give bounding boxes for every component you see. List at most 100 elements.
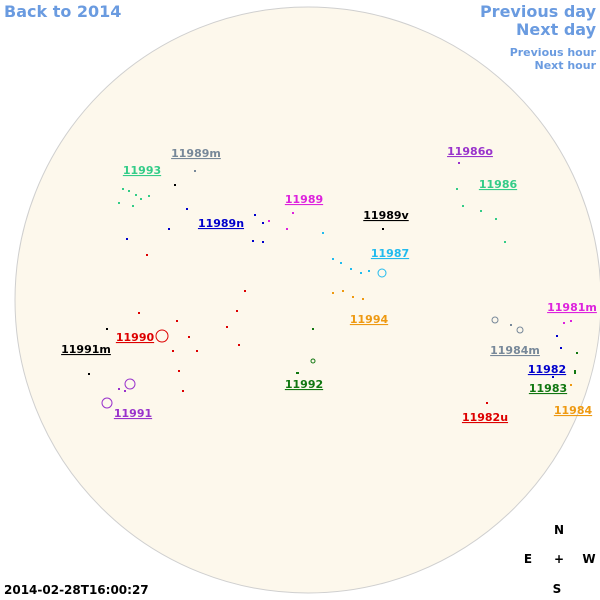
spot: [560, 347, 562, 349]
spot-contour: [377, 268, 387, 278]
region-label[interactable]: 11982u: [462, 411, 508, 424]
spot: [188, 336, 190, 338]
spot: [552, 376, 554, 378]
spot: [362, 298, 364, 300]
spot: [262, 241, 264, 243]
spot: [458, 162, 460, 164]
spot: [495, 218, 497, 220]
spot: [312, 328, 314, 330]
spot-contour: [101, 397, 113, 409]
spot-contour: [491, 316, 499, 324]
spot: [322, 232, 324, 234]
spot: [124, 390, 126, 392]
region-label[interactable]: 11989n: [198, 217, 244, 230]
region-label[interactable]: 11981m: [547, 301, 597, 314]
back-link[interactable]: Back to 2014: [4, 2, 121, 21]
previous-hour-link[interactable]: Previous hour: [510, 46, 597, 59]
region-label[interactable]: 11984: [554, 404, 593, 417]
region-label[interactable]: 11991: [114, 407, 152, 420]
timestamp: 2014-02-28T16:00:27: [4, 583, 149, 597]
spot: [254, 214, 256, 216]
spot: [574, 370, 576, 374]
spots: [194, 170, 524, 334]
spot: [178, 370, 180, 372]
next-day-link[interactable]: Next day: [516, 20, 597, 39]
solar-disk: [14, 6, 600, 594]
region-label[interactable]: 11986o: [447, 145, 493, 158]
spot: [510, 324, 512, 326]
spots: [101, 162, 460, 409]
spot: [118, 202, 120, 204]
spots: [118, 188, 506, 243]
region-label[interactable]: 11984m: [490, 344, 540, 357]
region-label[interactable]: 11989m: [171, 147, 221, 160]
spot: [182, 390, 184, 392]
spot: [360, 272, 362, 274]
spot: [332, 292, 334, 294]
spot-contour: [155, 329, 169, 343]
spot: [286, 228, 288, 230]
compass-east: E: [524, 552, 532, 566]
spots: [268, 212, 572, 324]
spot: [138, 312, 140, 314]
spot: [226, 326, 228, 328]
spot: [106, 328, 108, 330]
spot: [186, 208, 188, 210]
region-label[interactable]: 11994: [350, 313, 389, 326]
compass-south: S: [553, 582, 562, 596]
region-label[interactable]: 11991m: [61, 343, 111, 356]
spots: [296, 328, 578, 374]
spots: [322, 232, 387, 278]
spot: [126, 238, 128, 240]
spot: [570, 320, 572, 322]
spot: [292, 212, 294, 214]
compass-west: W: [582, 552, 595, 566]
spot: [252, 240, 254, 242]
spot: [148, 195, 150, 197]
spot: [135, 194, 137, 196]
spot: [382, 228, 384, 230]
spot: [244, 290, 246, 292]
spot: [174, 184, 176, 186]
spots: [88, 184, 384, 375]
previous-day-link[interactable]: Previous day: [480, 2, 597, 21]
region-label[interactable]: 11993: [123, 164, 161, 177]
spot: [196, 350, 198, 352]
spot: [340, 262, 342, 264]
spot: [563, 322, 565, 324]
spot: [504, 241, 506, 243]
spot: [368, 270, 370, 272]
region-label[interactable]: 11986: [479, 178, 518, 191]
spot: [350, 268, 352, 270]
spot: [456, 188, 458, 190]
region-label[interactable]: 11989: [285, 193, 323, 206]
spot: [462, 205, 464, 207]
spot: [168, 228, 170, 230]
spot-marks: [88, 162, 578, 409]
region-label[interactable]: 11989v: [363, 209, 409, 222]
spot: [570, 384, 572, 386]
spots: [332, 290, 572, 386]
spot-contour: [124, 378, 136, 390]
spot: [486, 402, 488, 404]
spot-contour: [310, 358, 316, 364]
spot: [194, 170, 196, 172]
spot: [118, 388, 120, 390]
region-label[interactable]: 11987: [371, 247, 409, 260]
spot: [140, 198, 142, 200]
spot: [262, 222, 264, 224]
spot: [268, 220, 270, 222]
region-label[interactable]: 11982: [528, 363, 566, 376]
region-label[interactable]: 11983: [529, 382, 567, 395]
spot: [352, 296, 354, 298]
spot: [480, 210, 482, 212]
spot: [172, 350, 174, 352]
region-label[interactable]: 11990: [116, 331, 155, 344]
spot: [132, 205, 134, 207]
spot: [342, 290, 344, 292]
region-label[interactable]: 11992: [285, 378, 323, 391]
next-hour-link[interactable]: Next hour: [535, 59, 597, 72]
spot: [238, 344, 240, 346]
spot: [146, 254, 148, 256]
